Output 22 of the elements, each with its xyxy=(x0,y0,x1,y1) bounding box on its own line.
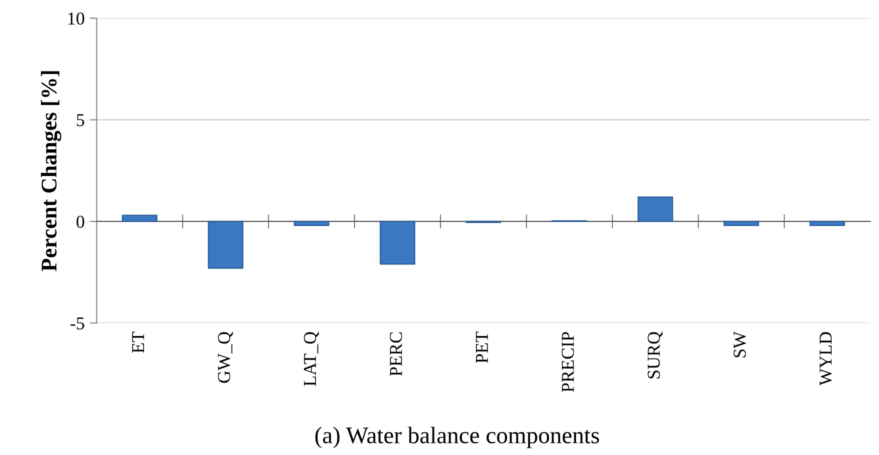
y-axis-title: Percent Changes [%] xyxy=(40,71,62,272)
x-tick-label: SW xyxy=(734,331,746,358)
x-tick-label: ET xyxy=(132,332,144,353)
bar xyxy=(724,220,760,226)
bar xyxy=(638,196,674,222)
x-tick-label: PET xyxy=(476,332,488,363)
y-tick-label: 10 xyxy=(68,12,84,25)
bar xyxy=(294,220,330,226)
x-tick-label: GW_Q xyxy=(218,332,233,383)
x-tick-label: LAT_Q xyxy=(304,332,319,386)
y-tick-label: 5 xyxy=(76,114,84,126)
x-tick-label: PRECIP xyxy=(562,332,574,392)
x-tick-label: PERC xyxy=(390,332,402,376)
bar xyxy=(380,220,416,265)
bar xyxy=(809,220,845,226)
bar xyxy=(122,214,158,222)
bar xyxy=(208,220,244,269)
y-tick-label: -5 xyxy=(70,317,84,330)
x-tick-label: SURQ xyxy=(648,332,663,378)
y-tick-label: 0 xyxy=(76,216,84,228)
x-tick-label: WYLD xyxy=(820,332,832,386)
text: (a) Water balance components xyxy=(315,426,599,448)
